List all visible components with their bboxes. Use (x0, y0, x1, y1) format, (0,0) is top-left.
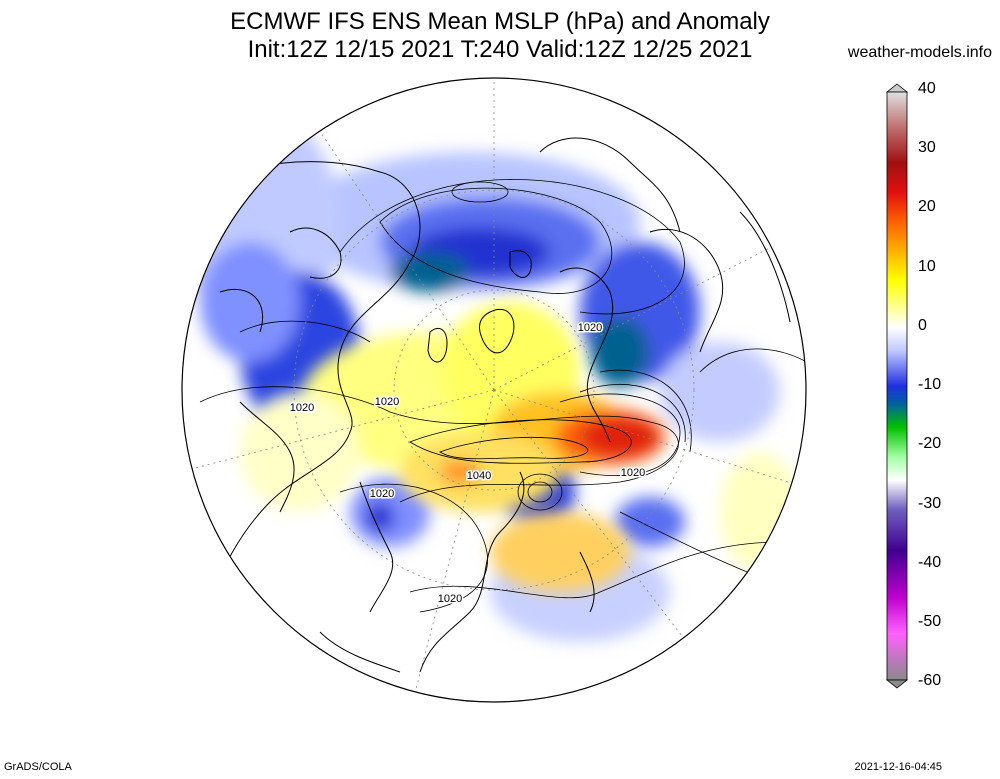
contour-label: 1020 (290, 402, 314, 414)
colorbar-tick: 30 (918, 139, 936, 156)
colorbar-tick: -10 (918, 376, 942, 393)
contour-label: 1020 (621, 467, 645, 479)
colorbar (885, 83, 909, 689)
contour-label: 1020 (375, 396, 399, 408)
colorbar-tick: -40 (918, 554, 942, 571)
contour-label: 1020 (438, 593, 462, 605)
colorbar-tick: -50 (918, 613, 942, 630)
colorbar-tick: -30 (918, 495, 942, 512)
coastlines (189, 137, 791, 673)
colorbar-bottom-arrow (885, 679, 909, 689)
credit-label: GrADS/COLA (4, 761, 72, 773)
contour-label: 1020 (370, 488, 394, 500)
contour-label: 1020 (578, 322, 602, 334)
colorbar-tick: -60 (918, 672, 942, 689)
contour-labels: 1020 1020 1020 1040 1020 1020 1020 (288, 321, 646, 607)
anomaly-shading-positive (240, 302, 800, 592)
timestamp-label: 2021-12-16-04:45 (854, 761, 942, 773)
colorbar-gradient (886, 91, 908, 681)
map-border (181, 77, 807, 703)
chart-subtitle: Init:12Z 12/15 2021 T:240 Valid:12Z 12/2… (247, 36, 753, 63)
colorbar-tick: 0 (918, 317, 927, 334)
colorbar-tick: -20 (918, 435, 942, 452)
colorbar-top-arrow (885, 83, 909, 93)
colorbar-tick: 40 (918, 80, 936, 97)
colorbar-tick: 20 (918, 198, 936, 215)
contour-label: 1040 (467, 470, 491, 482)
polar-map: 1020 1020 1020 1040 1020 1020 1020 (181, 77, 807, 703)
isobars (199, 179, 806, 613)
colorbar-tick: 10 (918, 258, 936, 275)
site-label: weather-models.info (847, 44, 992, 61)
chart-title: ECMWF IFS ENS Mean MSLP (hPa) and Anomal… (230, 8, 770, 35)
